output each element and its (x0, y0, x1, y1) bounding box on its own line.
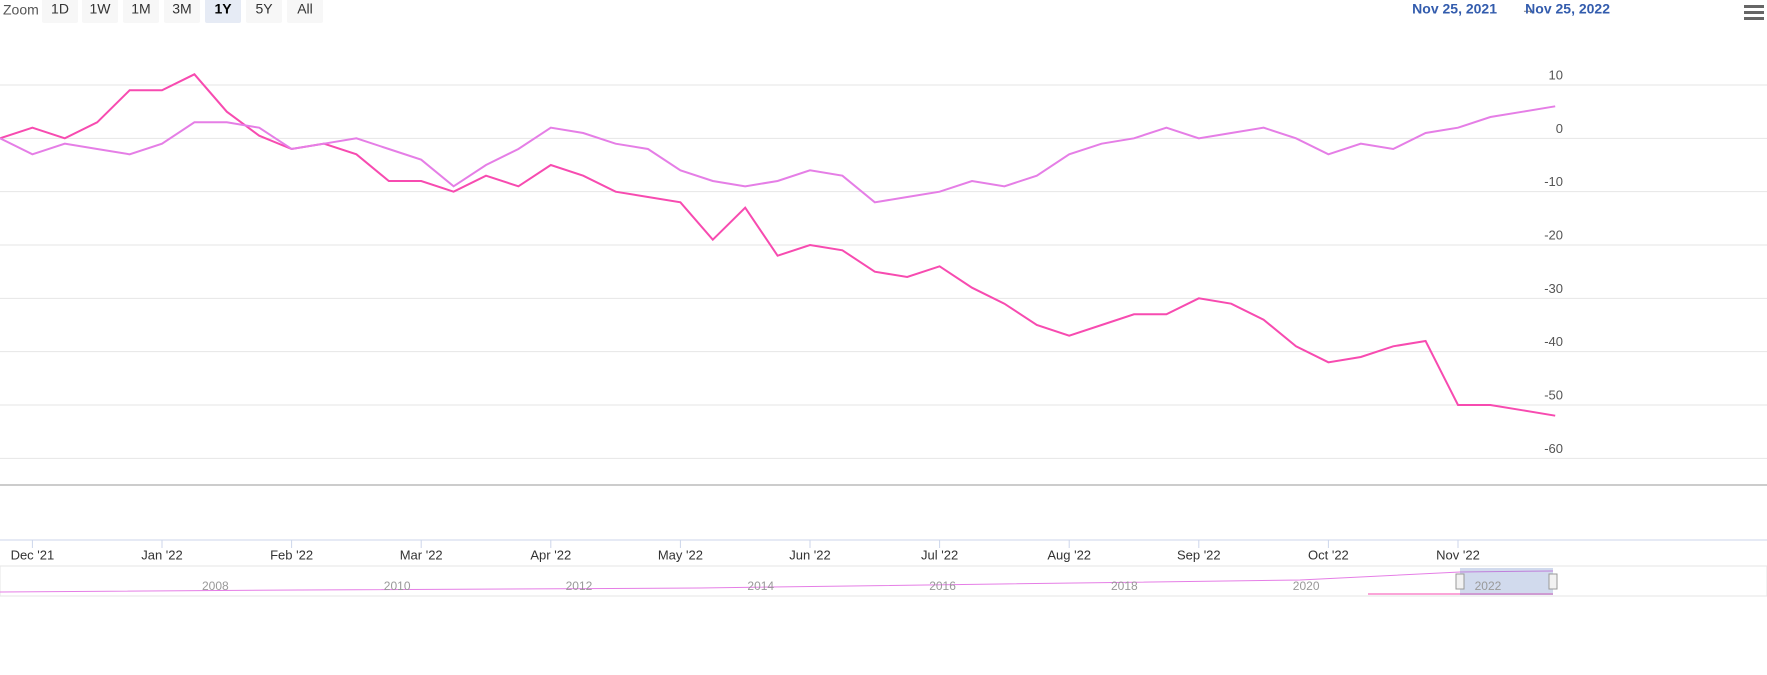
zoom-button[interactable]: 3M (164, 0, 200, 23)
navigator-line (0, 570, 1554, 593)
x-tick-label: Apr '22 (530, 547, 571, 562)
zoom-button-label: 1Y (214, 1, 232, 17)
navigator[interactable] (0, 565, 1767, 597)
zoom-button-bg (246, 0, 282, 23)
zoom-button-label: 1D (51, 1, 69, 17)
navigator-label: 2018 (1111, 579, 1138, 593)
series-line (0, 73, 1556, 417)
y-tick-label: -10 (1544, 174, 1563, 189)
zoom-button[interactable]: 1M (123, 0, 159, 23)
y-tick-label: 0 (1556, 121, 1563, 136)
zoom-button[interactable]: 1D (42, 0, 78, 23)
menu-icon[interactable] (1744, 5, 1764, 20)
x-tick-label: Nov '22 (1436, 547, 1480, 562)
navigator-label: 2010 (384, 579, 411, 593)
y-tick-label: -20 (1544, 227, 1563, 242)
zoom-button-label: 3M (172, 1, 191, 17)
x-tick-label: Dec '21 (11, 547, 55, 562)
zoom-button-bg (42, 0, 78, 23)
navigator-label: 2014 (747, 579, 774, 593)
x-tick-label: Sep '22 (1177, 547, 1221, 562)
menu-bar (1744, 11, 1764, 14)
x-tick-label: Mar '22 (400, 547, 443, 562)
navigator-handle[interactable] (1548, 573, 1558, 590)
series-line (0, 105, 1556, 204)
navigator-label: 2008 (202, 579, 229, 593)
x-tick-label: Jul '22 (921, 547, 958, 562)
navigator-selection[interactable] (1460, 568, 1553, 595)
zoom-button[interactable]: All (287, 0, 323, 23)
zoom-button-label: All (297, 1, 313, 17)
y-tick-label: 10 (1549, 67, 1563, 82)
y-tick-label: -50 (1544, 387, 1563, 402)
zoom-button[interactable]: 1W (82, 0, 118, 23)
zoom-button-bg (123, 0, 159, 23)
range-from: Nov 25, 2021 (1412, 1, 1497, 17)
navigator-handle[interactable] (1455, 573, 1465, 590)
menu-bar (1744, 5, 1764, 8)
zoom-button-bg (205, 0, 241, 23)
range-arrow: → (1521, 1, 1535, 17)
y-tick-label: -40 (1544, 334, 1563, 349)
menu-bar (1744, 17, 1764, 20)
zoom-label: Zoom (3, 2, 39, 18)
zoom-button-label: 1M (131, 1, 150, 17)
zoom-button-label: 5Y (255, 1, 273, 17)
navigator-label: 2022 (1475, 579, 1502, 593)
x-tick-label: Jan '22 (141, 547, 183, 562)
zoom-button-bg (82, 0, 118, 23)
x-tick-label: Feb '22 (270, 547, 313, 562)
zoom-button[interactable]: 1Y (205, 0, 241, 23)
navigator-label: 2016 (929, 579, 956, 593)
x-tick-label: Oct '22 (1308, 547, 1349, 562)
navigator-label: 2012 (566, 579, 593, 593)
zoom-button-bg (287, 0, 323, 23)
y-tick-label: -30 (1544, 281, 1563, 296)
navigator-label: 2020 (1293, 579, 1320, 593)
y-tick-label: -60 (1544, 441, 1563, 456)
x-tick-label: Aug '22 (1047, 547, 1091, 562)
zoom-button[interactable]: 5Y (246, 0, 282, 23)
zoom-button-bg (164, 0, 200, 23)
range-to: Nov 25, 2022 (1525, 1, 1610, 17)
x-tick-label: May '22 (658, 547, 703, 562)
zoom-button-label: 1W (90, 1, 112, 17)
x-tick-label: Jun '22 (789, 547, 831, 562)
